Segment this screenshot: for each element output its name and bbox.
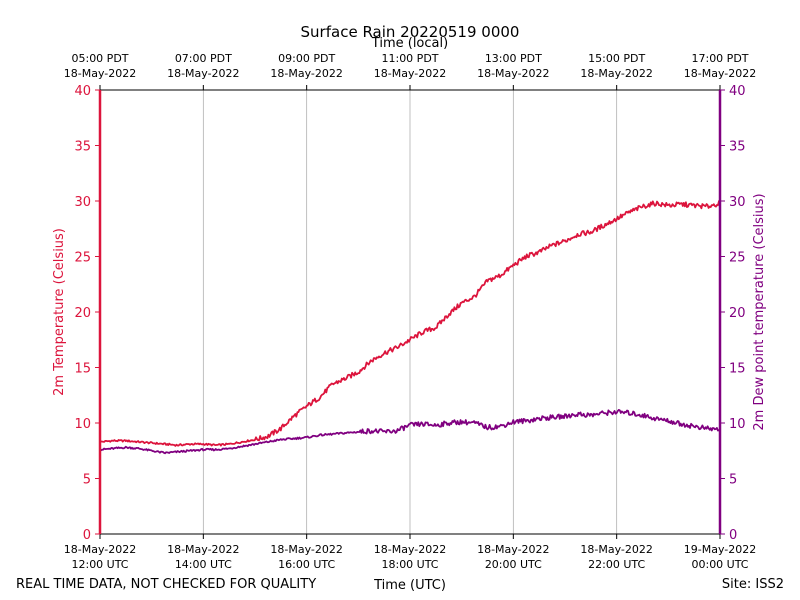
top-tick-label-time: 11:00 PDT (381, 52, 438, 65)
top-tick-label-date: 18-May-2022 (580, 67, 652, 80)
x-tick-label-time: 00:00 UTC (691, 558, 748, 571)
x-tick-label-date: 18-May-2022 (167, 543, 239, 556)
y-tick-label-left: 35 (74, 140, 91, 155)
y-tick-label-left: 15 (74, 362, 91, 377)
y-tick-label-right: 15 (729, 362, 746, 377)
x-tick-label-time: 12:00 UTC (71, 558, 128, 571)
y-tick-label-right: 25 (729, 251, 746, 266)
x-tick-label-time: 22:00 UTC (588, 558, 645, 571)
y-tick-label-right: 40 (729, 84, 746, 99)
y-tick-label-right: 0 (729, 528, 737, 543)
y-axis-label-left: 2m Temperature (Celsius) (52, 228, 67, 396)
y-tick-label-right: 10 (729, 417, 746, 432)
x-tick-label-date: 19-May-2022 (684, 543, 756, 556)
y-tick-label-right: 20 (729, 306, 746, 321)
top-tick-label-date: 18-May-2022 (477, 67, 549, 80)
x-tick-label-date: 18-May-2022 (64, 543, 136, 556)
grid-layer (202, 90, 618, 534)
top-tick-label-date: 18-May-2022 (167, 67, 239, 80)
top-tick-label-date: 18-May-2022 (270, 67, 342, 80)
x-tick-label-date: 18-May-2022 (374, 543, 446, 556)
y-tick-label-left: 40 (74, 84, 91, 99)
top-axis-label: Time (local) (371, 36, 448, 51)
x-tick-label-time: 18:00 UTC (381, 558, 438, 571)
x-tick-label-time: 16:00 UTC (278, 558, 335, 571)
x-tick-label-time: 14:00 UTC (175, 558, 232, 571)
y-tick-label-right: 5 (729, 473, 737, 488)
x-axis-label: Time (UTC) (373, 578, 446, 593)
y-tick-label-left: 30 (74, 195, 91, 210)
series-line-temperature (99, 200, 721, 447)
top-tick-label-time: 09:00 PDT (278, 52, 335, 65)
y-tick-label-left: 20 (74, 306, 91, 321)
top-tick-label-date: 18-May-2022 (374, 67, 446, 80)
x-tick-label-date: 18-May-2022 (580, 543, 652, 556)
series-layer (99, 200, 721, 455)
y-tick-label-right: 30 (729, 195, 746, 210)
top-tick-label-date: 18-May-2022 (684, 67, 756, 80)
y-tick-label-left: 25 (74, 251, 91, 266)
top-tick-label-time: 05:00 PDT (71, 52, 128, 65)
x-tick-label-date: 18-May-2022 (270, 543, 342, 556)
ticks-layer: 18-May-2022 12:00 UTC 18-May-2022 14:00 UTC… (64, 52, 756, 571)
quality-note: REAL TIME DATA, NOT CHECKED FOR QUALITY (16, 577, 316, 592)
x-tick-label-time: 20:00 UTC (485, 558, 542, 571)
top-tick-label-time: 13:00 PDT (485, 52, 542, 65)
top-tick-label-time: 07:00 PDT (175, 52, 232, 65)
y-axis-label-right: 2m Dew point temperature (Celsius) (752, 193, 767, 430)
series-line-dew-point (99, 408, 721, 455)
y-tick-label-right: 35 (729, 140, 746, 155)
chart-title: Surface Rain 20220519 0000 (301, 23, 520, 41)
top-tick-label-time: 15:00 PDT (588, 52, 645, 65)
y-tick-label-left: 5 (83, 473, 91, 488)
y-tick-label-left: 10 (74, 417, 91, 432)
y-tick-label-left: 0 (83, 528, 91, 543)
top-tick-label-time: 17:00 PDT (691, 52, 748, 65)
x-tick-label-date: 18-May-2022 (477, 543, 549, 556)
site-label: Site: ISS2 (722, 577, 784, 592)
top-tick-label-date: 18-May-2022 (64, 67, 136, 80)
